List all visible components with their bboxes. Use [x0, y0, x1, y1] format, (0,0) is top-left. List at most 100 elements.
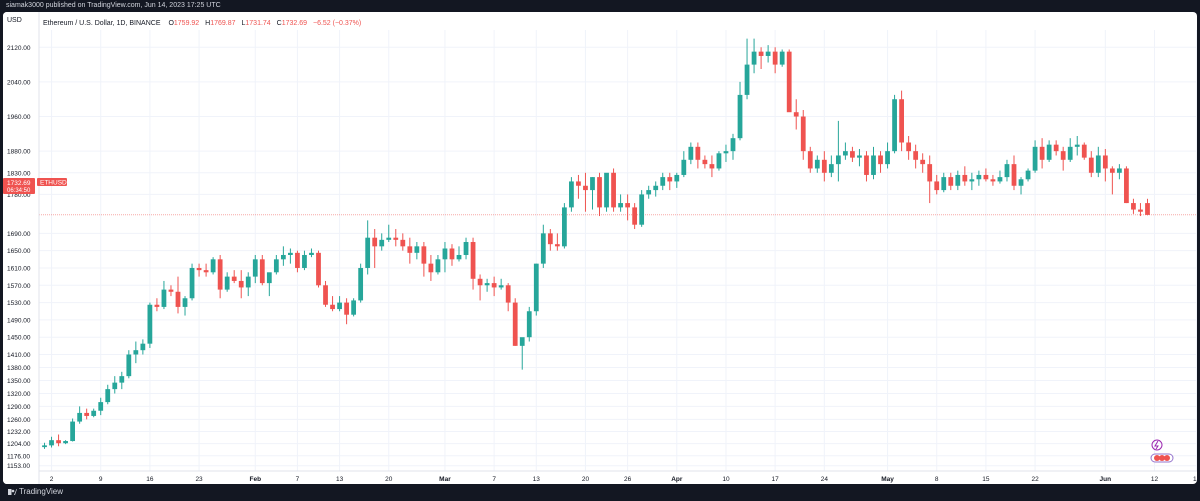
legend-high-value: 1769.87: [210, 20, 235, 27]
x-tick-label: May: [881, 476, 894, 483]
candle: [632, 203, 638, 230]
candle-body: [435, 259, 441, 273]
candle-body: [716, 153, 722, 169]
candle: [224, 272, 230, 292]
candle-body: [217, 259, 223, 290]
candle: [807, 146, 813, 173]
candle-body: [295, 252, 300, 268]
chart-grid: [39, 30, 1197, 471]
candle: [660, 172, 666, 191]
candle-body: [491, 283, 497, 288]
candle: [583, 172, 588, 212]
y-tick-label: 1530.00: [7, 300, 31, 307]
candle-body: [42, 445, 47, 448]
candle: [309, 248, 314, 258]
x-tick-label: 16: [146, 476, 154, 483]
x-tick-label: 24: [821, 476, 829, 483]
candle-body: [210, 259, 216, 273]
candle: [505, 283, 511, 312]
candle: [554, 233, 560, 251]
candle-body: [906, 142, 912, 152]
candle: [1102, 148, 1108, 182]
candle: [920, 153, 926, 173]
candlestick-chart[interactable]: 1153.00 1176.00 1204.00 1232.00 1260.00 1290.…: [3, 12, 1197, 484]
candle: [470, 237, 476, 290]
candle: [892, 94, 897, 154]
candle: [772, 47, 778, 74]
candle: [358, 263, 364, 303]
footer-bar: TradingView: [0, 484, 1200, 499]
candle: [288, 248, 293, 264]
x-tick-label: 15: [982, 476, 990, 483]
candle-body: [161, 289, 167, 307]
publish-info-bar: siamak3000 published on TradingView.com,…: [0, 0, 1200, 12]
x-tick-label: 7: [296, 476, 300, 483]
candle-body: [997, 177, 1003, 182]
candle-body: [182, 298, 188, 307]
candle: [400, 233, 406, 251]
candle: [969, 172, 975, 191]
y-tick-label: 1204.00: [7, 441, 31, 448]
candle: [365, 220, 371, 275]
chart-panel[interactable]: 1153.00 1176.00 1204.00 1232.00 1260.00 1290.…: [3, 12, 1197, 484]
candle: [688, 142, 694, 165]
candle: [906, 136, 912, 160]
x-axis[interactable]: 2 9 16 23 Feb 7 13 20 Mar 7 13 20 26 Apr 10 17 24 May 8 15 2…: [39, 470, 1197, 483]
candle-body: [1138, 209, 1143, 212]
candle: [540, 224, 546, 268]
candle-body: [625, 203, 631, 208]
candle: [196, 263, 202, 277]
candle: [161, 280, 167, 310]
candle-body: [175, 291, 181, 307]
multiple-events-icon[interactable]: [1150, 453, 1174, 463]
candle: [737, 81, 743, 141]
x-tick-label: 10: [722, 476, 730, 483]
candle-body: [983, 174, 989, 180]
candle: [316, 250, 321, 288]
candle-body: [948, 177, 954, 186]
candle-body: [899, 99, 904, 143]
candle-body: [807, 151, 813, 169]
candle: [878, 151, 883, 173]
candle: [407, 237, 413, 264]
candle-body: [653, 185, 659, 191]
tradingview-logo-icon[interactable]: [8, 484, 17, 501]
candle-body: [632, 207, 638, 225]
y-axis[interactable]: 1153.00 1176.00 1204.00 1232.00 1260.00 1290.…: [3, 12, 40, 484]
candle: [871, 146, 876, 180]
candle-body: [857, 155, 862, 158]
candle-body: [259, 259, 265, 284]
y-tick-label: 1320.00: [7, 391, 31, 398]
candle-body: [1109, 168, 1115, 173]
candle-body: [456, 254, 462, 260]
candle-body: [273, 259, 279, 273]
candle-body: [203, 270, 209, 273]
candle: [913, 144, 919, 169]
candle: [590, 177, 595, 210]
candle: [716, 151, 722, 171]
candle: [463, 237, 469, 260]
candle: [91, 408, 97, 418]
candle-body: [723, 151, 729, 154]
candle-body: [189, 267, 195, 299]
candle-body: [1081, 144, 1087, 158]
lightning-event-icon[interactable]: [1151, 439, 1163, 451]
x-tick-label: 22: [1031, 476, 1039, 483]
candle-body: [231, 276, 237, 281]
candle-body: [688, 146, 694, 160]
candle: [386, 224, 392, 243]
candle-body: [526, 311, 532, 338]
legend-symbol: Ethereum / U.S. Dollar, 1D, BINANCE: [43, 20, 161, 27]
candle-body: [196, 267, 202, 271]
candle-body: [702, 159, 708, 165]
candle-body: [955, 174, 961, 186]
candle-body: [337, 302, 342, 310]
x-tick-label: Apr: [671, 476, 683, 483]
candle: [491, 276, 497, 297]
x-tick-label: 18: [1193, 476, 1197, 483]
candle: [1124, 166, 1129, 204]
event-icons[interactable]: [1150, 439, 1174, 463]
candle: [498, 278, 504, 290]
candle: [990, 174, 996, 186]
candle-body: [477, 278, 483, 286]
